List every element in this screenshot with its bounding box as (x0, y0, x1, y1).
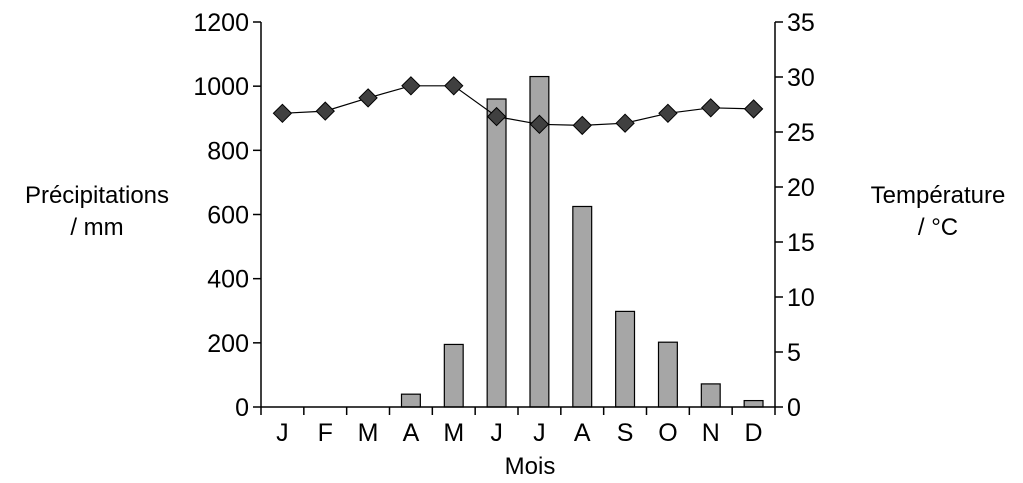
temperature-marker (401, 76, 421, 96)
temperature-marker (615, 113, 635, 133)
month-label: A (403, 419, 420, 447)
x-axis-title: Mois (505, 453, 556, 480)
temperature-marker (658, 103, 678, 124)
left-tick-label: 600 (207, 202, 249, 230)
left-tick-label: 400 (207, 266, 249, 294)
month-label: J (533, 419, 546, 447)
right-tick-label: 0 (787, 394, 801, 422)
left-axis-ticks: 0 200 400 600 800 1000 1200 (193, 9, 261, 422)
right-tick-label: 15 (787, 229, 815, 257)
right-tick-label: 20 (787, 174, 815, 202)
right-tick-label: 5 (787, 339, 801, 367)
temperature-marker (572, 115, 592, 136)
left-tick-label: 1000 (193, 73, 249, 101)
right-tick-label: 35 (787, 9, 815, 37)
month-label: A (574, 419, 591, 447)
left-axis-title-line1: Précipitations (25, 182, 169, 209)
temperature-marker (315, 101, 335, 121)
precipitation-bar (400, 393, 421, 408)
left-tick-label: 800 (207, 137, 249, 165)
temperature-marker (701, 98, 721, 118)
temperature-marker (272, 103, 293, 124)
month-label: J (276, 419, 289, 447)
precipitation-bar (486, 98, 507, 408)
temperature-markers (272, 76, 764, 136)
precipitation-bar (657, 341, 678, 408)
month-label: F (318, 419, 333, 447)
month-label: O (658, 419, 677, 447)
left-tick-label: 200 (207, 330, 249, 358)
month-label: S (617, 419, 634, 447)
month-label: M (358, 419, 379, 447)
right-tick-label: 25 (787, 119, 815, 147)
precipitation-bars (400, 75, 764, 408)
right-tick-label: 30 (787, 64, 815, 92)
left-axis-title-line2: / mm (70, 214, 123, 241)
right-axis-title-line2: / °C (918, 214, 958, 241)
right-tick-label: 10 (787, 284, 815, 312)
temperature-marker (529, 114, 550, 135)
left-tick-label: 1200 (193, 9, 249, 37)
temperature-marker (743, 99, 764, 119)
month-label: D (745, 419, 763, 447)
right-axis-ticks: 0 5 10 15 20 25 30 35 (775, 9, 815, 422)
right-axis-title-line1: Température (871, 182, 1006, 209)
temperature-marker (358, 88, 378, 108)
temperature-marker (486, 106, 507, 127)
left-tick-label: 0 (235, 394, 249, 422)
precipitation-bar (615, 310, 636, 408)
precipitation-bar (743, 399, 764, 408)
precipitation-bar (572, 205, 593, 408)
month-label: M (443, 419, 464, 447)
temperature-line (282, 85, 754, 127)
month-label: J (490, 419, 503, 447)
precipitation-bar (700, 383, 721, 408)
month-label: N (702, 419, 720, 447)
precipitation-bar (443, 343, 464, 408)
temperature-marker (444, 76, 464, 96)
